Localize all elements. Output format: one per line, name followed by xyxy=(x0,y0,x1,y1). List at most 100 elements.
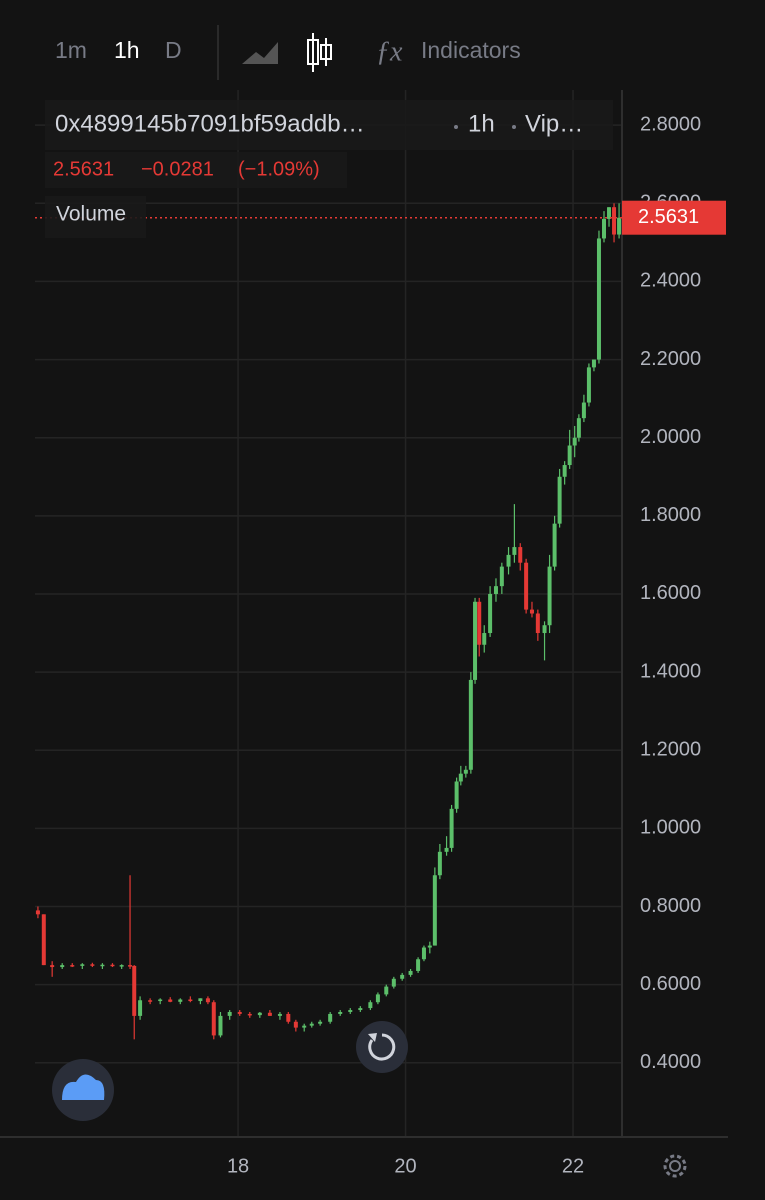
candle-body xyxy=(458,773,463,782)
candle-body xyxy=(138,1000,143,1016)
candle-body xyxy=(267,1012,272,1016)
candle-body xyxy=(188,999,193,1002)
candle-body xyxy=(70,965,75,967)
candle-body xyxy=(293,1021,298,1028)
candle-body xyxy=(488,593,493,634)
candle-body xyxy=(607,207,612,219)
candle-body xyxy=(506,554,511,567)
legend-change-pct: (−1.09%) xyxy=(238,158,320,180)
y-tick-label: 0.8000 xyxy=(640,895,701,917)
candle-body xyxy=(572,437,577,446)
candle-body xyxy=(408,970,413,975)
candle-body xyxy=(41,914,46,966)
candle-body xyxy=(100,964,105,967)
exchange: Vip… xyxy=(525,110,583,137)
candle-body xyxy=(358,1008,363,1011)
legend-box xyxy=(45,100,613,150)
candle-body xyxy=(277,1013,282,1016)
candle-body xyxy=(463,769,468,774)
candle-body xyxy=(557,476,562,524)
candle-body xyxy=(529,609,534,614)
y-tick-label: 0.4000 xyxy=(640,1051,701,1073)
candle-body xyxy=(50,965,55,968)
candle-body xyxy=(477,601,482,645)
legend-change: −0.0281 xyxy=(141,158,214,180)
x-tick-label: 18 xyxy=(227,1155,249,1177)
candle-body xyxy=(302,1025,307,1028)
candle-body xyxy=(591,359,596,368)
y-tick-label: 1.0000 xyxy=(640,817,701,839)
y-tick-label: 0.6000 xyxy=(640,973,701,995)
separator xyxy=(512,125,516,129)
candle-body xyxy=(524,562,529,610)
candle-body xyxy=(596,238,601,360)
candle-body xyxy=(60,965,65,968)
candle-body xyxy=(449,808,454,848)
candle-body xyxy=(384,986,389,995)
candle-body xyxy=(178,999,183,1002)
indicators-button[interactable]: Indicators xyxy=(421,37,521,63)
candle-body xyxy=(368,1002,373,1009)
candle-body xyxy=(482,633,487,645)
y-tick-label: 2.4000 xyxy=(640,270,701,292)
candle-body xyxy=(421,947,426,960)
settings-button[interactable] xyxy=(663,1154,687,1178)
candle-body xyxy=(168,999,173,1002)
candle-body xyxy=(348,1010,353,1012)
volume-box xyxy=(45,196,146,238)
reset-icon xyxy=(368,1033,396,1061)
candle-body xyxy=(257,1012,262,1016)
candle-body xyxy=(512,547,517,555)
candle-body xyxy=(218,1015,223,1036)
legend-price: 2.5631 xyxy=(53,158,114,180)
interval-button[interactable]: 1h xyxy=(114,37,140,63)
candle-body xyxy=(547,566,552,626)
candle-body xyxy=(132,965,137,1016)
candle-body xyxy=(128,965,133,967)
separator xyxy=(454,125,458,129)
reset-arrow xyxy=(368,1033,377,1042)
settings-icon xyxy=(669,1160,681,1172)
candle-body xyxy=(237,1011,242,1014)
candle-body xyxy=(518,547,523,563)
candle-body xyxy=(468,679,473,770)
candle-body xyxy=(309,1023,314,1026)
candle-body xyxy=(562,465,567,477)
candle-body xyxy=(90,964,95,966)
y-tick-label: 1.2000 xyxy=(640,739,701,761)
candle-body xyxy=(601,218,606,239)
y-tick-label: 1.8000 xyxy=(640,504,701,526)
y-tick-label: 1.6000 xyxy=(640,582,701,604)
candle-body xyxy=(427,945,432,948)
candle-body xyxy=(318,1021,323,1024)
x-tick-label: 20 xyxy=(394,1155,416,1177)
candle-body xyxy=(375,994,380,1003)
candle-body xyxy=(158,999,163,1002)
y-tick-label: 2.2000 xyxy=(640,348,701,370)
logo-icon xyxy=(62,1074,105,1100)
candle-body xyxy=(437,851,442,876)
interval-button[interactable]: 1m xyxy=(55,37,87,63)
candle-body xyxy=(198,998,203,1002)
candle-body xyxy=(416,959,421,971)
candle-body xyxy=(400,974,405,979)
candle-body xyxy=(567,445,572,466)
price-tag-label: 2.5631 xyxy=(638,206,699,228)
candle-body xyxy=(119,965,124,967)
interval-button[interactable]: D xyxy=(165,37,182,63)
price-tag xyxy=(622,200,726,235)
candle-body xyxy=(35,910,40,915)
candle-body xyxy=(432,875,437,946)
price-box xyxy=(45,152,347,188)
candle-body xyxy=(338,1011,343,1014)
candle-body xyxy=(473,601,478,680)
area-chart-icon[interactable] xyxy=(242,42,278,64)
symbol: 0x4899145b7091bf59addb… xyxy=(55,110,365,137)
indicators-icon[interactable]: ƒx xyxy=(376,36,403,67)
candle-body xyxy=(617,217,622,235)
x-tick-label: 22 xyxy=(562,1155,584,1177)
candle-body xyxy=(211,1002,216,1036)
reset-button[interactable] xyxy=(356,1021,408,1073)
candle-chart-icon[interactable] xyxy=(307,33,332,72)
